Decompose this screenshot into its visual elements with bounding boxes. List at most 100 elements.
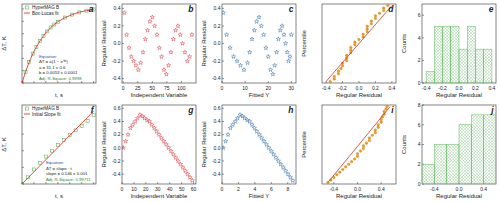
y-tick-label: -0.2 [212,58,221,64]
data-point [284,41,288,45]
plot-data [22,111,95,184]
y-tick [222,174,224,175]
data-point [382,9,385,12]
panel-letter: d [388,4,394,14]
histogram-bar [467,27,475,83]
data-point [138,113,142,117]
histogram-bar [434,145,446,185]
y-tick-label: 8 [418,102,421,108]
x-tick-label: 30 [289,85,295,91]
data-point [377,126,380,129]
y-axis-label: Regular Residual [201,20,207,66]
data-point [139,61,143,65]
data-point [255,19,259,23]
y-tick [122,160,124,161]
legend-label: HyperMAG B [32,5,59,10]
x-tick-label: 0.0 [356,85,363,91]
y-tick [222,8,224,9]
y-tick [222,43,224,44]
x-axis-label: Regular Residual [336,193,382,199]
x-tick [381,182,382,184]
plot-frame [222,105,296,184]
x-tick-label: 0 [221,186,224,192]
y-tick [222,108,224,109]
y-tick-label: -0.2 [212,158,221,164]
data-point [228,46,232,50]
y-tick [22,167,24,168]
legend-swatch [24,13,30,14]
data-point [245,61,249,65]
y-tick [222,61,224,62]
data-point [183,50,187,54]
histogram-bar [475,49,483,83]
data-point [231,54,235,58]
plot-data [222,113,295,183]
x-tick-label: 75 [164,85,170,91]
data-point [248,50,252,54]
legend-swatch [26,107,29,110]
data-point [38,161,41,164]
x-tick-label: 0.4 [378,186,385,192]
y-tick [122,121,124,122]
y-tick [22,8,24,9]
data-point [266,54,270,58]
x-tick [268,81,269,83]
x-tick-label: 0 [121,186,124,192]
data-point [385,108,388,111]
x-tick [342,81,343,83]
y-tick-label: -0.4 [112,171,121,177]
y-tick-label: 0.6 [114,105,121,111]
data-point [174,155,178,159]
x-tick [123,81,124,83]
data-point [155,129,159,133]
y-tick-label: 6 [418,12,421,18]
data-point [238,63,242,67]
data-point [181,41,185,45]
histogram-bar [459,49,467,83]
data-point [264,142,268,146]
y-tick [22,70,24,71]
y-tick [122,8,124,9]
data-point [250,37,254,41]
annotation: b = 0.0053 ± 0.0001 [39,70,78,75]
plot-frame [322,4,396,83]
x-tick-label: 0.2 [372,85,379,91]
data-point [267,146,271,150]
data-point [285,50,289,54]
y-tick-label: 0 [418,80,421,86]
data-point [176,159,180,163]
data-point [178,33,182,37]
data-point [162,139,166,143]
data-point [356,155,359,158]
data-point [129,54,133,58]
x-tick [169,182,170,184]
data-point [337,70,340,73]
y-tick-label: -0.2 [112,58,121,64]
x-tick-label: 6 [270,186,273,192]
y-tick [222,160,224,161]
panel: 02468-0.4-0.20.00.20.40.6Fitted YRegular… [201,105,296,199]
y-tick-label: 0.2 [114,23,121,29]
x-axis-label: Regular Residual [436,92,482,98]
data-point [378,12,381,15]
x-tick-label: 0.4 [388,85,395,91]
data-point [255,129,259,133]
data-point [366,25,369,28]
data-point [171,37,175,41]
y-tick-label: 0.6 [214,105,221,111]
data-point [349,46,352,49]
histogram-bar [443,27,451,83]
data-point [358,38,361,41]
legend-swatch [24,114,30,115]
data-point [333,75,336,78]
y-tick [422,37,424,38]
plot-data [422,115,496,184]
data-point [374,15,377,18]
histogram-bar [459,125,471,184]
data-point [345,59,348,62]
data-point [143,37,147,41]
data-point [224,139,228,143]
histogram-bar [484,115,496,184]
x-tick [122,182,123,184]
x-tick-label: -0.4 [322,85,331,91]
